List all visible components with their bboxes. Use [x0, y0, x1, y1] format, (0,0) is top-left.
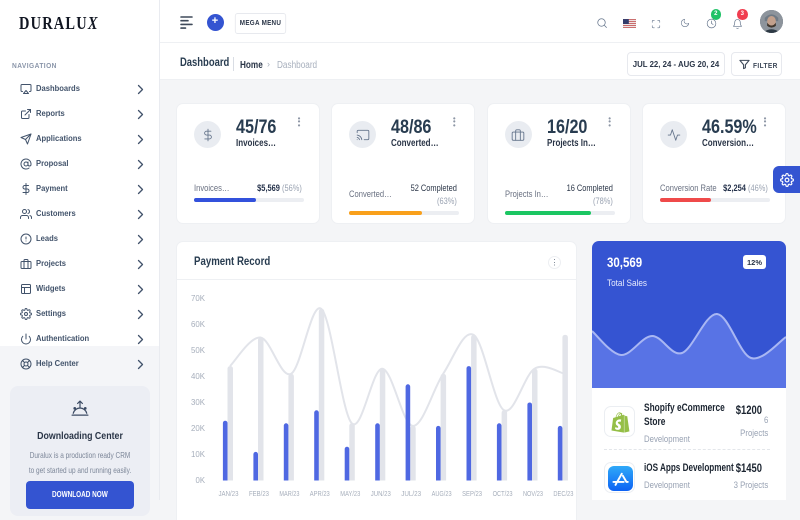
svg-text:20K: 20K: [191, 424, 206, 433]
svg-text:SEP/23: SEP/23: [462, 489, 482, 498]
svg-text:APR/23: APR/23: [310, 489, 330, 498]
svg-text:40K: 40K: [191, 372, 206, 381]
svg-text:NOV/23: NOV/23: [523, 489, 543, 498]
svg-text:DEC/23: DEC/23: [553, 489, 573, 498]
svg-text:JUL/23: JUL/23: [401, 489, 421, 498]
svg-text:60K: 60K: [191, 320, 206, 329]
svg-text:MAR/23: MAR/23: [279, 489, 299, 498]
svg-text:JAN/23: JAN/23: [219, 489, 239, 498]
svg-text:30K: 30K: [191, 398, 206, 407]
svg-text:OCT/23: OCT/23: [493, 489, 513, 498]
svg-text:0K: 0K: [196, 476, 206, 485]
svg-text:FEB/23: FEB/23: [249, 489, 269, 498]
svg-text:70K: 70K: [191, 294, 206, 303]
svg-text:MAY/23: MAY/23: [340, 489, 360, 498]
svg-text:10K: 10K: [191, 450, 206, 459]
svg-text:AUG/23: AUG/23: [432, 489, 452, 498]
svg-text:50K: 50K: [191, 346, 206, 355]
svg-text:JUN/23: JUN/23: [371, 489, 391, 498]
